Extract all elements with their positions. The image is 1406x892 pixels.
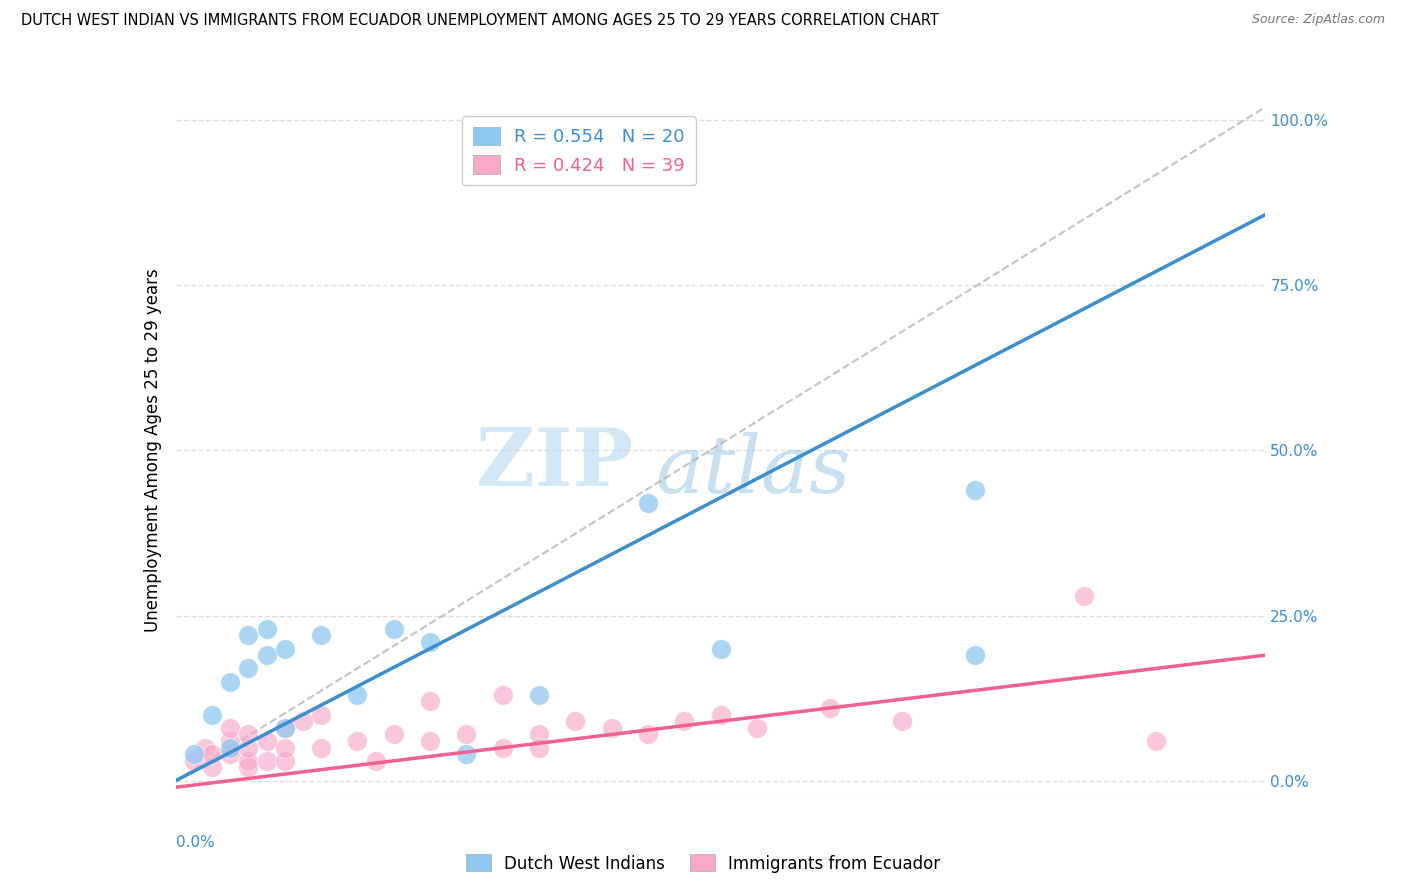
Point — [346, 734, 368, 748]
Point — [201, 760, 224, 774]
Point — [600, 721, 623, 735]
Text: ZIP: ZIP — [477, 425, 633, 503]
Point — [891, 714, 914, 729]
Text: 0.0%: 0.0% — [176, 835, 215, 850]
Point — [309, 628, 332, 642]
Point — [419, 635, 441, 649]
Y-axis label: Unemployment Among Ages 25 to 29 years: Unemployment Among Ages 25 to 29 years — [143, 268, 162, 632]
Point — [274, 740, 297, 755]
Point — [183, 747, 205, 762]
Point — [256, 648, 278, 663]
Point — [346, 688, 368, 702]
Text: atlas: atlas — [655, 433, 851, 510]
Point — [419, 694, 441, 708]
Point — [382, 727, 405, 741]
Text: Source: ZipAtlas.com: Source: ZipAtlas.com — [1251, 13, 1385, 27]
Point — [710, 707, 733, 722]
Point — [219, 721, 242, 735]
Point — [492, 740, 515, 755]
Point — [364, 754, 387, 768]
Point — [238, 661, 260, 675]
Point — [637, 496, 659, 510]
Point — [274, 721, 297, 735]
Point — [256, 754, 278, 768]
Point — [194, 740, 217, 755]
Point — [710, 641, 733, 656]
Point — [1146, 734, 1168, 748]
Point — [274, 754, 297, 768]
Point — [219, 740, 242, 755]
Point — [309, 707, 332, 722]
Point — [238, 727, 260, 741]
Point — [527, 688, 550, 702]
Point — [219, 674, 242, 689]
Point — [1073, 589, 1095, 603]
Point — [219, 747, 242, 762]
Point — [238, 754, 260, 768]
Point — [456, 747, 478, 762]
Point — [274, 721, 297, 735]
Legend: Dutch West Indians, Immigrants from Ecuador: Dutch West Indians, Immigrants from Ecua… — [458, 847, 948, 880]
Point — [291, 714, 314, 729]
Text: DUTCH WEST INDIAN VS IMMIGRANTS FROM ECUADOR UNEMPLOYMENT AMONG AGES 25 TO 29 YE: DUTCH WEST INDIAN VS IMMIGRANTS FROM ECU… — [21, 13, 939, 29]
Point — [256, 734, 278, 748]
Point — [183, 754, 205, 768]
Point — [238, 628, 260, 642]
Point — [219, 734, 242, 748]
Point — [673, 714, 696, 729]
Point — [963, 648, 986, 663]
Point — [492, 688, 515, 702]
Point — [527, 727, 550, 741]
Point — [382, 622, 405, 636]
Point — [456, 727, 478, 741]
Point — [419, 734, 441, 748]
Point — [745, 721, 768, 735]
Point — [963, 483, 986, 497]
Point — [201, 747, 224, 762]
Point — [201, 707, 224, 722]
Point — [309, 740, 332, 755]
Point — [564, 714, 586, 729]
Point — [238, 760, 260, 774]
Point — [274, 641, 297, 656]
Point — [527, 740, 550, 755]
Point — [238, 740, 260, 755]
Legend: R = 0.554   N = 20, R = 0.424   N = 39: R = 0.554 N = 20, R = 0.424 N = 39 — [463, 116, 696, 186]
Point — [637, 727, 659, 741]
Point — [256, 622, 278, 636]
Point — [818, 701, 841, 715]
